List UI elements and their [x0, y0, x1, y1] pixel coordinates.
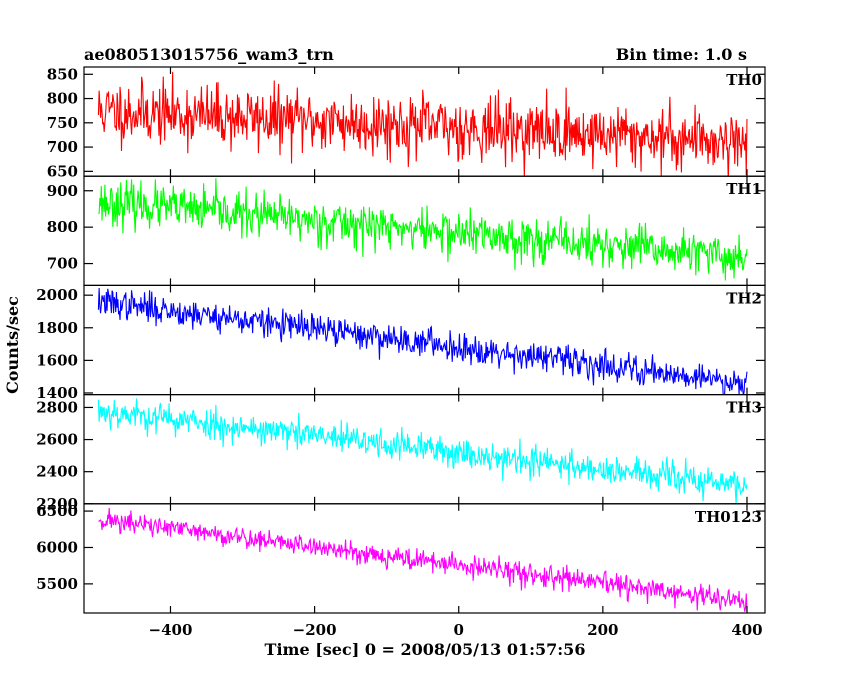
panel-frame: [83, 503, 766, 614]
y-tick-label: 1800: [36, 319, 78, 337]
y-tick-label: 6500: [36, 502, 78, 520]
y-tick-label: 700: [47, 138, 78, 156]
panel-frame: [83, 394, 766, 505]
y-tick-label: 1600: [36, 351, 78, 369]
y-tick-label: 750: [47, 114, 78, 132]
panel-label: TH3: [726, 399, 762, 417]
panel-label: TH0123: [695, 508, 762, 526]
y-tick-label: 1400: [36, 384, 78, 402]
bin-time-label: Bin time: 1.0 s: [616, 45, 747, 64]
y-tick-label: 2400: [36, 463, 78, 481]
x-tick-label: 200: [587, 621, 618, 639]
y-tick-label: 2800: [36, 398, 78, 416]
series-line-th0: [97, 71, 748, 177]
y-tick-label: 2600: [36, 431, 78, 449]
panel-label: TH1: [726, 180, 762, 198]
y-tick-label: 850: [47, 65, 78, 83]
series-line-th2: [97, 287, 748, 395]
y-tick-label: 900: [47, 182, 78, 200]
panel-label: TH2: [726, 289, 762, 307]
panel-th1: 700 800 900 TH1: [47, 175, 766, 286]
chart-title: ae080513015756_wam3_trn: [84, 45, 334, 64]
series-line-th3: [97, 398, 748, 504]
y-tick-label: 700: [47, 255, 78, 273]
x-axis-label: Time [sec] 0 = 2008/05/13 01:57:56: [265, 640, 586, 659]
x-axis: −400 −200 0 200 400: [149, 621, 763, 639]
y-tick-label: 5500: [36, 575, 78, 593]
y-tick-label: 800: [47, 218, 78, 236]
panel-label: TH0: [726, 71, 762, 89]
series-line-th0123: [98, 507, 748, 612]
y-tick-label: 2000: [36, 286, 78, 304]
x-tick-label: 0: [454, 621, 464, 639]
y-tick-label: 6000: [36, 538, 78, 556]
panel-th0123: 5500 6000 6500 TH0123: [36, 502, 766, 614]
y-tick-label: 800: [47, 90, 78, 108]
panels-group: 650 700 750 800 850 TH0 700 800 900 TH1 1400 1600 18…: [36, 65, 766, 639]
y-axis-label: Counts/sec: [3, 296, 22, 394]
panel-th2: 1400 1600 1800 2000 TH2: [36, 284, 766, 402]
x-tick-label: 400: [731, 621, 762, 639]
x-tick-label: −400: [149, 621, 193, 639]
panel-th3: 2200 2400 2600 2800 TH3: [36, 394, 766, 513]
panel-th0: 650 700 750 800 850 TH0: [47, 65, 766, 180]
y-tick-label: 2200: [36, 495, 78, 513]
y-tick-label: 650: [47, 162, 78, 180]
x-tick-label: −200: [293, 621, 337, 639]
series-line-th1: [98, 178, 748, 281]
